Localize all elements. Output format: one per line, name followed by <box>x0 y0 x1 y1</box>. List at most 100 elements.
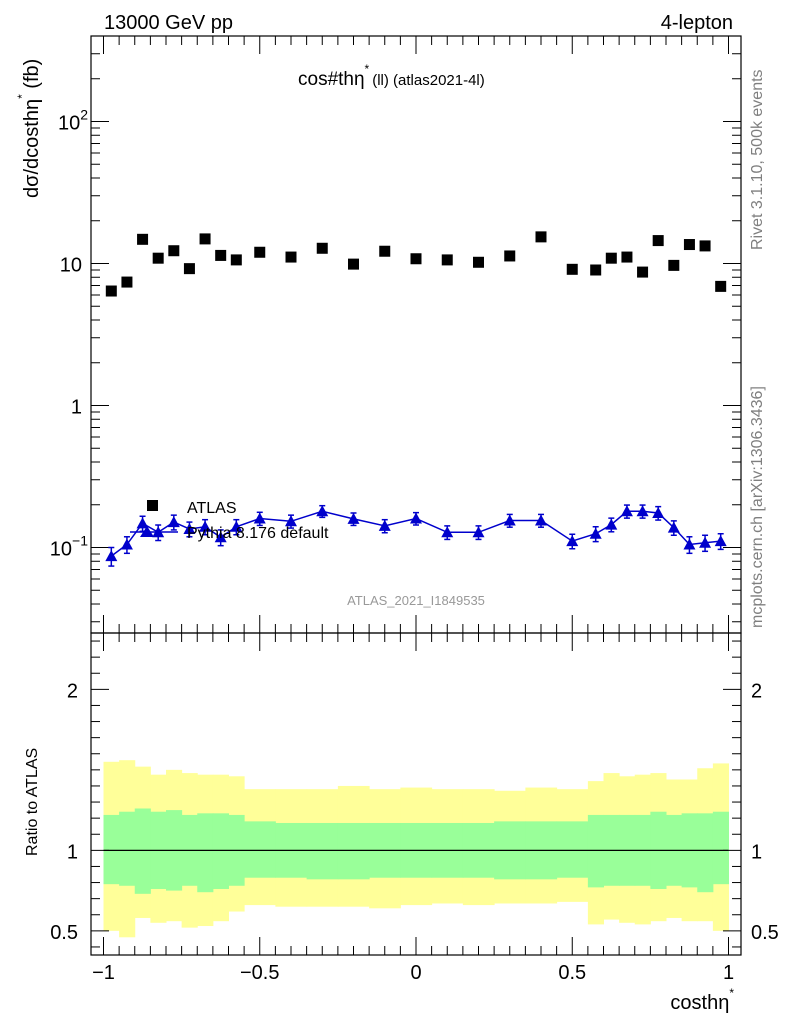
ratio-y-tick-label-right: 1 <box>751 841 762 863</box>
atlas-data-point <box>652 235 664 247</box>
atlas-data-point <box>473 256 484 268</box>
uncertainty-band-bin <box>134 808 151 894</box>
y-tick-label: 10−1 <box>50 533 88 561</box>
atlas-data-point <box>590 264 602 276</box>
uncertainty-band-bin <box>212 813 229 889</box>
pythia-data-point <box>472 526 485 538</box>
pythia-data-point <box>347 512 360 524</box>
atlas-data-point <box>285 251 297 263</box>
atlas-data-point <box>105 285 117 297</box>
ratio-y-tick-label: 1 <box>67 841 78 863</box>
y-tick-label-base: 1 <box>71 397 82 419</box>
y-tick-label-base: 10 <box>50 539 72 561</box>
y-axis-label: dσ/dcosthη* (fb) <box>15 59 43 198</box>
atlas-data-point <box>152 252 164 264</box>
atlas-data-point <box>316 242 328 254</box>
ratio-y-tick-label-right: 0.5 <box>751 922 779 944</box>
atlas-data-point <box>137 233 149 245</box>
uncertainty-band-bin <box>712 811 729 885</box>
pythia-data-point <box>714 535 727 547</box>
chart-title: cos#thη*(ll) (atlas2021-4l) <box>298 62 485 90</box>
y-tick-label: 10 <box>60 254 82 276</box>
atlas-data-point <box>215 249 227 261</box>
pythia-data-point <box>199 520 212 532</box>
energy-label: 13000 GeV pp <box>104 12 233 34</box>
pythia-data-point <box>667 521 680 533</box>
atlas-data-point <box>535 231 547 243</box>
ratio-y-tick-label: 2 <box>67 680 78 702</box>
atlas-data-point <box>183 263 195 275</box>
pythia-data-point <box>214 531 227 543</box>
main-panel: cos#thη*(ll) (atlas2021-4l) ATLAS_2021_I… <box>15 35 742 634</box>
uncertainty-band-bin <box>103 814 120 885</box>
pythia-data-point <box>120 538 133 550</box>
mcplots-label: mcplots.cern.ch [arXiv:1306.3436] <box>749 386 766 628</box>
uncertainty-band-bin <box>337 822 370 880</box>
pythia-data-point <box>620 505 633 517</box>
atlas-data-point <box>621 251 633 263</box>
pythia-data-point <box>441 526 454 538</box>
atlas-data-point <box>504 250 516 262</box>
y-tick-label: 102 <box>58 106 88 134</box>
pythia-data-point <box>136 517 149 529</box>
uncertainty-band-bin <box>119 811 136 886</box>
ratio-y-axis-label: Ratio to ATLAS <box>24 748 41 856</box>
atlas-data-point <box>566 263 578 275</box>
pythia-data-point <box>167 516 180 528</box>
x-tick-label: 0 <box>410 962 421 984</box>
pythia-data-point <box>316 505 329 517</box>
pythia-data-point <box>589 527 602 539</box>
pythia-data-point <box>410 512 422 524</box>
rivet-version-label: Rivet 3.1.10, 500k events <box>749 69 766 250</box>
x-tick-label: 0.5 <box>558 962 586 984</box>
atlas-data-point <box>715 280 727 292</box>
atlas-data-point <box>441 254 453 266</box>
atlas-data-point <box>379 245 391 257</box>
pythia-data-point <box>285 515 297 527</box>
pythia-data-point <box>230 520 243 532</box>
y-tick-label-base: 10 <box>60 254 82 276</box>
x-axis-label: costhη* <box>670 986 734 1014</box>
legend-pythia-marker <box>140 526 154 537</box>
atlas-data-point <box>230 254 242 266</box>
x-tick-label: −0.5 <box>240 962 279 984</box>
uncertainty-band-bin <box>197 813 214 893</box>
analysis-id-label: ATLAS_2021_I1849535 <box>347 593 485 608</box>
x-tick-label: 1 <box>723 962 734 984</box>
atlas-data-point <box>121 276 133 288</box>
ratio-y-tick-label-right: 2 <box>751 680 762 702</box>
y-tick-label-base: 10 <box>58 112 80 134</box>
uncertainty-band-bin <box>697 813 714 893</box>
pythia-data-point <box>699 536 712 548</box>
channel-label: 4-lepton <box>661 12 733 34</box>
atlas-data-point <box>410 253 422 265</box>
uncertainty-band-bin <box>244 821 276 878</box>
pythia-data-point <box>652 506 665 518</box>
y-tick-label-exponent: −1 <box>72 533 88 549</box>
pythia-data-point <box>105 550 118 562</box>
atlas-data-point <box>199 233 211 245</box>
legend: ATLAS Pythia 8.176 default <box>130 500 329 542</box>
pythia-data-point <box>636 505 649 517</box>
atlas-data-point <box>683 239 695 251</box>
main-frame <box>90 35 742 634</box>
uncertainty-band-bin <box>587 814 604 888</box>
ratio-panel: 0.5 0.5 1 1 2 2 −1 −0.5 0 0.5 1 Ratio to ATLAS cos… <box>24 632 779 1014</box>
legend-pythia-label: Pythia 8.176 default <box>187 525 329 542</box>
x-tick-label: −1 <box>92 962 115 984</box>
pythia-data-point <box>503 514 516 526</box>
y-tick-label-exponent: 2 <box>80 106 88 122</box>
atlas-data-point <box>254 246 266 258</box>
uncertainty-band-bin <box>306 822 339 880</box>
atlas-data-point <box>605 252 617 264</box>
atlas-data-point <box>699 240 711 252</box>
legend-atlas-marker <box>147 500 158 511</box>
atlas-data-point <box>637 266 649 278</box>
pythia-data-point <box>605 518 618 530</box>
pythia-data-point <box>566 535 579 547</box>
pythia-data-point <box>378 519 391 531</box>
ratio-y-tick-label: 0.5 <box>50 922 78 944</box>
atlas-data-point <box>168 245 180 257</box>
atlas-data-point <box>668 259 680 271</box>
